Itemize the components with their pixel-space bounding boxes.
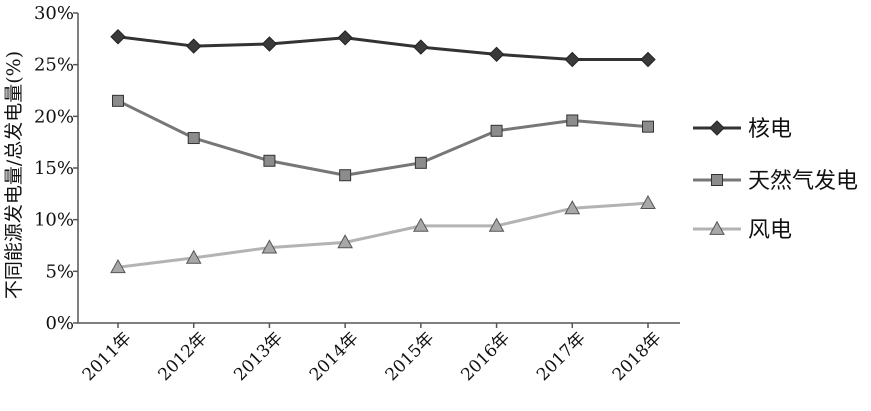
x-tick-label: 2011年 bbox=[79, 328, 136, 385]
data-point bbox=[564, 51, 580, 68]
data-point bbox=[640, 194, 656, 210]
data-point bbox=[112, 94, 124, 107]
data-point bbox=[339, 169, 352, 182]
series-line bbox=[117, 35, 648, 61]
legend-item: 风电 bbox=[693, 218, 792, 243]
y-tick-label: 30% bbox=[34, 3, 74, 24]
data-point bbox=[337, 30, 353, 46]
y-tick-label: 0% bbox=[45, 313, 74, 334]
data-point bbox=[263, 154, 276, 167]
data-point bbox=[488, 46, 505, 63]
x-tick-label: 2017年 bbox=[533, 328, 590, 385]
y-tick-label: 20% bbox=[34, 106, 74, 127]
x-tick-label: 2018年 bbox=[609, 328, 666, 385]
data-point bbox=[187, 132, 200, 145]
series-3 bbox=[110, 194, 656, 274]
series-2 bbox=[112, 94, 654, 182]
legend-label: 风电 bbox=[748, 218, 792, 243]
data-point bbox=[414, 156, 427, 169]
data-point bbox=[413, 39, 429, 55]
data-point bbox=[261, 36, 278, 52]
y-tick-label: 10% bbox=[34, 210, 74, 231]
data-point bbox=[642, 120, 654, 133]
data-point bbox=[566, 114, 579, 127]
data-point bbox=[640, 51, 656, 68]
legend-label: 核电 bbox=[748, 117, 792, 142]
x-tick-label: 2012年 bbox=[154, 328, 211, 385]
data-point bbox=[185, 249, 202, 264]
x-tick-label: 2014年 bbox=[306, 328, 363, 385]
legend-item: 核电 bbox=[693, 117, 792, 142]
y-tick-label: 25% bbox=[34, 55, 74, 76]
series-group bbox=[110, 29, 656, 274]
data-point bbox=[564, 200, 581, 215]
x-tick-label: 2016年 bbox=[457, 328, 514, 385]
data-point bbox=[261, 239, 278, 254]
data-point bbox=[488, 217, 505, 232]
data-point bbox=[413, 217, 429, 232]
x-tick-label: 2015年 bbox=[382, 328, 439, 385]
legend-marker bbox=[709, 120, 725, 136]
legend-marker bbox=[711, 174, 723, 186]
series-line bbox=[117, 99, 649, 177]
data-point bbox=[110, 29, 126, 45]
legend-marker bbox=[709, 220, 725, 235]
y-tick-label: 15% bbox=[34, 158, 74, 179]
series-line bbox=[117, 201, 649, 269]
y-axis-label: 不同能源发电量/总发电量(%) bbox=[3, 51, 25, 299]
series-1 bbox=[110, 29, 656, 68]
y-tick-label: 5% bbox=[45, 261, 74, 282]
x-tick-label: 2013年 bbox=[230, 328, 287, 385]
data-point bbox=[490, 124, 503, 137]
data-point bbox=[337, 234, 353, 249]
legend-item: 天然气发电 bbox=[693, 169, 858, 194]
legend-label: 天然气发电 bbox=[748, 169, 858, 194]
data-point bbox=[110, 258, 126, 274]
data-point bbox=[186, 38, 202, 54]
